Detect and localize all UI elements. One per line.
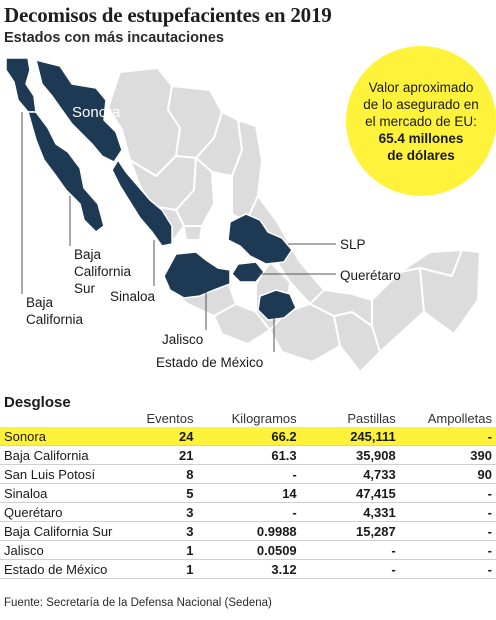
desglose-table: Eventos Kilogramos Pastillas Ampolletas … <box>0 409 496 579</box>
table-row: San Luis Potosí 8-4,733 90 <box>0 464 496 484</box>
state-quintana-roo <box>419 249 481 335</box>
cell-pastillas: 4,331 <box>300 502 400 522</box>
cell-pastillas: 15,287 <box>300 521 400 541</box>
cell-state: Querétaro <box>0 502 126 522</box>
cell-ampolletas: - <box>399 540 496 560</box>
cell-eventos: 21 <box>125 445 198 465</box>
label-sinaloa: Sinaloa <box>110 289 156 304</box>
cell-state: Jalisco <box>0 540 126 560</box>
cell-eventos: 1 <box>125 540 198 560</box>
header-eventos: Eventos <box>146 410 194 426</box>
source-note: Fuente: Secretaría de la Defensa Naciona… <box>4 597 272 609</box>
cell-ampolletas: - <box>399 483 496 503</box>
cell-kilogramos: 66.2 <box>197 427 301 446</box>
label-bc: Baja California <box>26 294 83 328</box>
cell-pastillas: 245,111 <box>300 427 400 446</box>
label-bc-sur-line3: Sur <box>74 281 96 296</box>
cell-pastillas: 4,733 <box>300 464 400 484</box>
table-row: Estado de México 1 3.12- - <box>0 559 496 579</box>
badge-amount-line1: 65.4 millones <box>378 130 464 146</box>
header-kilogramos: Kilogramos <box>231 410 297 426</box>
cell-kilogramos: - <box>197 464 301 484</box>
cell-kilogramos: - <box>197 502 301 522</box>
cell-ampolletas: - <box>399 521 496 541</box>
table-title: Desglose <box>4 394 71 411</box>
cell-eventos: 5 <box>125 483 198 503</box>
cell-kilogramos: 61.3 <box>197 445 301 465</box>
state-queretaro <box>231 261 265 283</box>
cell-eventos: 8 <box>125 464 198 484</box>
cell-state: San Luis Potosí <box>0 464 126 484</box>
cell-pastillas: - <box>300 559 400 579</box>
state-aguascalientes <box>183 225 203 241</box>
cell-kilogramos: 0.0509 <box>197 540 301 560</box>
cell-pastillas: 47,415 <box>300 483 400 503</box>
table-row: Jalisco 1 0.0509- - <box>0 540 496 560</box>
label-slp: SLP <box>340 237 366 252</box>
badge-amount-line2: de dólares <box>387 147 455 163</box>
cell-ampolletas: 390 <box>399 445 496 465</box>
label-bc-sur-line2: California <box>74 264 132 279</box>
cell-eventos: 3 <box>125 502 198 522</box>
cell-kilogramos: 0.9988 <box>197 521 301 541</box>
table-row: Sonora 24 66.2 245,111- <box>0 427 496 446</box>
header-state <box>0 409 125 427</box>
mexico-map <box>5 57 481 373</box>
value-badge: Valor aproximado de lo asegurado en el m… <box>346 46 496 196</box>
state-baja-california-sur <box>27 111 105 233</box>
label-bc-sur-line1: Baja <box>74 247 102 262</box>
label-edomex: Estado de México <box>156 355 264 370</box>
label-sonora: Sonora <box>72 104 121 121</box>
state-sonora <box>35 59 123 163</box>
label-bc-line1: Baja <box>26 295 54 310</box>
label-bc-line2: California <box>26 312 84 327</box>
cell-state: Sonora <box>0 427 126 446</box>
label-bc-sur: Baja California Sur <box>74 246 131 297</box>
cell-eventos: 1 <box>125 559 198 579</box>
cell-eventos: 24 <box>125 427 198 446</box>
map-highlighted-states <box>5 57 297 321</box>
cell-ampolletas: - <box>399 559 496 579</box>
leader-lines <box>21 112 336 352</box>
cell-pastillas: 35,908 <box>300 445 400 465</box>
table-row: Sinaloa 5 14 47,415- <box>0 483 496 503</box>
cell-state: Sinaloa <box>0 483 126 503</box>
cell-state: Estado de México <box>0 559 126 579</box>
table-row: Baja California Sur 3 0.9988 15,287- <box>0 521 496 541</box>
cell-ampolletas: - <box>399 502 496 522</box>
badge-line1: Valor aproximado <box>368 79 474 95</box>
header-ampolletas: Ampolletas <box>427 410 492 426</box>
page-title: Decomisos de estupefacientes en 2019 <box>4 3 332 27</box>
label-jalisco: Jalisco <box>162 332 204 347</box>
state-slp <box>227 213 293 265</box>
cell-state: Baja California Sur <box>0 521 126 541</box>
cell-ampolletas: 90 <box>399 464 496 484</box>
state-sinaloa <box>111 159 173 247</box>
header-pastillas: Pastillas <box>347 410 396 426</box>
label-queretaro: Querétaro <box>340 268 401 283</box>
table-header-row: Eventos Kilogramos Pastillas Ampolletas <box>0 409 496 427</box>
state-jalisco <box>163 251 231 299</box>
badge-line3: el mercado de EU: <box>365 113 477 129</box>
state-baja-california <box>5 57 37 113</box>
state-estado-de-mexico <box>257 289 297 321</box>
cell-pastillas: - <box>300 540 400 560</box>
cell-eventos: 3 <box>125 521 198 541</box>
page-subtitle: Estados con más incautaciones <box>4 30 224 46</box>
cell-kilogramos: 3.12 <box>197 559 301 579</box>
badge-line2: de lo asegurado en <box>363 96 479 112</box>
state-chihuahua <box>107 67 181 177</box>
cell-state: Baja California <box>0 445 126 465</box>
cell-ampolletas: - <box>399 427 496 446</box>
table-row: Baja California 21 61.3 35,908 390 <box>0 445 496 465</box>
cell-kilogramos: 14 <box>197 483 301 503</box>
table-row: Querétaro 3-4,331- <box>0 502 496 522</box>
state-tabasco <box>309 289 373 327</box>
